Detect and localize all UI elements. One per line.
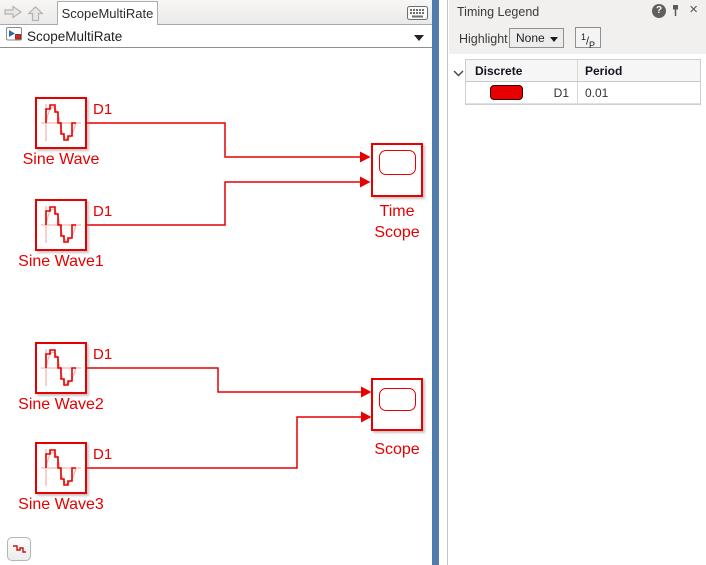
close-icon[interactable]: ×	[689, 1, 698, 18]
time-scope-block[interactable]	[371, 143, 423, 197]
sine-wave3-label[interactable]: Sine Wave3	[18, 496, 104, 513]
breadcrumb[interactable]: ScopeMultiRate	[27, 28, 123, 44]
step-signal-icon	[12, 544, 26, 553]
wire-sinewave3-to-scope	[87, 416, 362, 469]
sample-time-annotation: D1	[93, 101, 113, 118]
breadcrumb-dropdown-icon[interactable]	[414, 35, 424, 41]
model-canvas[interactable]: ScopeMultiRate ScopeMultiRate	[0, 0, 432, 565]
scope-label[interactable]: Scope	[374, 441, 420, 458]
sine-wave-label[interactable]: Sine Wave	[22, 151, 100, 168]
sine-wave-icon	[41, 206, 81, 243]
wire-sinewave-to-timescope	[87, 122, 361, 158]
highlight-label: Highlight	[459, 32, 508, 46]
help-icon[interactable]: ?	[652, 4, 666, 18]
sample-time-legend-button[interactable]	[7, 537, 31, 561]
timing-legend-panel: Timing Legend ? × Highlight None 1/P Dis…	[447, 0, 706, 565]
arrowhead	[361, 386, 372, 398]
forward-arrow-icon[interactable]	[4, 5, 23, 24]
table-row[interactable]: D1 0.01	[466, 82, 700, 104]
timing-legend-table: Discrete Period D1 0.01	[465, 59, 701, 105]
model-icon	[6, 26, 22, 46]
scope-screen-icon	[379, 388, 416, 411]
sine-wave-icon	[41, 449, 81, 486]
panel-title: Timing Legend	[457, 5, 540, 19]
up-to-parent-icon[interactable]	[27, 5, 44, 27]
arrowhead	[361, 411, 372, 423]
frac-sep: /	[585, 35, 590, 48]
sine-wave3-block[interactable]	[35, 442, 87, 494]
tab-label: ScopeMultiRate	[61, 6, 154, 21]
sine-wave2-label[interactable]: Sine Wave2	[18, 396, 104, 413]
sample-time-name: D1	[553, 85, 569, 100]
column-header-discrete[interactable]: Discrete	[466, 60, 578, 81]
sine-wave-block[interactable]	[35, 97, 87, 149]
sine-wave1-block[interactable]	[35, 199, 87, 251]
sample-time-period: 0.01	[585, 85, 609, 100]
chevron-down-icon	[550, 37, 558, 42]
highlight-value: None	[516, 31, 545, 45]
tab-bar: ScopeMultiRate	[0, 0, 432, 25]
collapse-chevron-icon[interactable]	[453, 64, 464, 82]
scope-screen-icon	[379, 150, 416, 175]
sample-time-color-swatch	[490, 85, 523, 100]
arrowhead	[360, 151, 371, 163]
splitter-gap	[439, 0, 447, 565]
sine-wave1-label[interactable]: Sine Wave1	[18, 253, 104, 270]
highlight-dropdown[interactable]: None	[509, 28, 564, 48]
period-frequency-toggle-button[interactable]: 1/P	[575, 27, 601, 50]
sine-wave-icon	[41, 104, 81, 141]
pin-icon[interactable]	[670, 4, 681, 22]
wire-sinewave1-to-timescope	[87, 181, 361, 226]
time-scope-label[interactable]: Time Scope	[374, 203, 420, 241]
sine-wave-icon	[41, 349, 81, 386]
frac-bottom: P	[589, 39, 596, 50]
table-header-row: Discrete Period	[466, 60, 700, 82]
sample-time-annotation: D1	[93, 446, 113, 463]
arrowhead	[360, 176, 371, 188]
keyboard-shortcuts-icon[interactable]	[405, 3, 429, 22]
panel-splitter[interactable]	[432, 0, 439, 565]
frac-top: 1	[580, 32, 586, 42]
breadcrumb-bar: ScopeMultiRate	[0, 25, 432, 48]
wire-sinewave2-to-scope	[87, 367, 362, 393]
sample-time-annotation: D1	[93, 346, 113, 363]
sine-wave2-block[interactable]	[35, 342, 87, 394]
scope-block[interactable]	[371, 378, 423, 431]
sample-time-annotation: D1	[93, 203, 113, 220]
column-header-period[interactable]: Period	[585, 63, 623, 78]
tab-scopemultirate[interactable]: ScopeMultiRate	[57, 1, 158, 25]
